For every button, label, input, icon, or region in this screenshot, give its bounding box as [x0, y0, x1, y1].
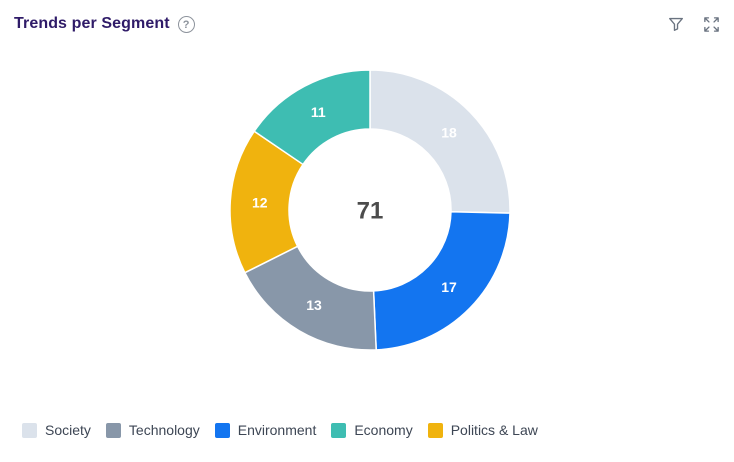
legend-swatch-society [22, 422, 37, 438]
donut-segment-economy[interactable] [253, 69, 371, 166]
donut-chart-area: 18 17 13 12 11 71 [225, 65, 515, 355]
legend-item-society[interactable]: Society [22, 422, 91, 438]
donut-center-total: 71 [357, 197, 384, 224]
legend-label-politics-law: Politics & Law [450, 422, 538, 438]
legend-swatch-politics-law [427, 422, 443, 438]
legend-swatch-technology [105, 422, 121, 438]
filter-button[interactable] [665, 13, 687, 35]
legend-item-politics-law[interactable]: Politics & Law [427, 422, 538, 438]
card-title: Trends per Segment [14, 15, 170, 32]
legend-item-technology[interactable]: Technology [105, 422, 200, 438]
card-header: Trends per Segment ? [14, 10, 722, 38]
legend-item-economy[interactable]: Economy [331, 422, 413, 438]
help-icon[interactable]: ? [177, 15, 195, 33]
legend-label-society: Society [45, 422, 91, 438]
filter-icon [669, 17, 683, 31]
expand-button[interactable] [701, 14, 722, 35]
segment-value-label-technology: 13 [306, 297, 322, 313]
segment-value-label-society: 18 [441, 125, 457, 141]
fullscreen-icon [704, 16, 719, 32]
segment-value-label-environment: 17 [441, 279, 457, 295]
segment-value-label-economy: 11 [311, 104, 326, 120]
legend-item-environment[interactable]: Environment [214, 422, 317, 438]
donut-segment-society[interactable] [369, 69, 511, 214]
legend-label-environment: Environment [237, 422, 317, 438]
donut-segment-environment[interactable] [372, 211, 511, 351]
legend-swatch-environment [214, 422, 230, 438]
chart-legend: Society Technology Environment Economy Polit… [22, 421, 538, 439]
donut-chart: 18 17 13 12 11 71 [229, 69, 511, 351]
legend-label-economy: Economy [354, 422, 413, 438]
segment-value-label-politics-law: 12 [252, 195, 268, 211]
legend-swatch-economy [331, 422, 347, 438]
legend-label-technology: Technology [128, 422, 200, 438]
